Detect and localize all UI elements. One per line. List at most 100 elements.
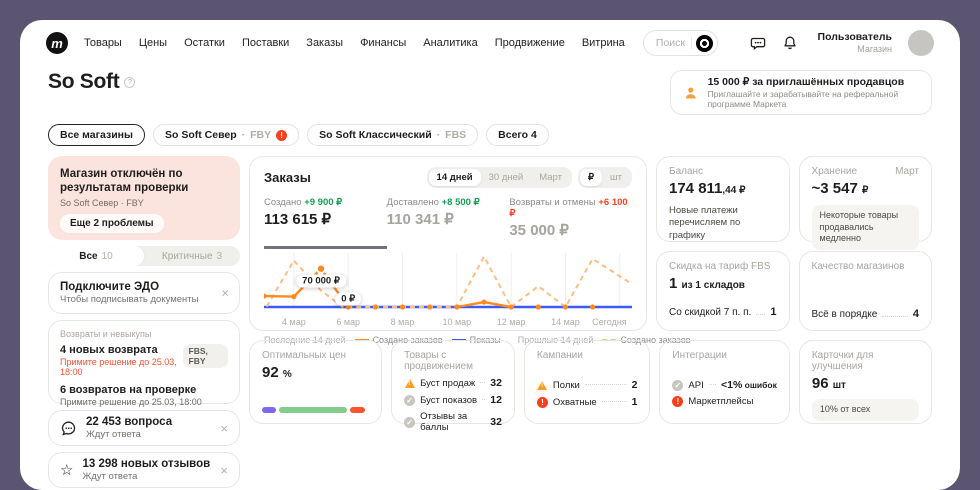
user-role: Магазин (857, 43, 892, 54)
nav-item-ostatki[interactable]: Остатки (184, 37, 225, 49)
metric-returns-delta: +6 100 ₽ (509, 197, 628, 219)
storage-title: Хранение (811, 166, 858, 177)
period-march[interactable]: Март (539, 172, 562, 183)
cards-improve-card[interactable]: Карточки для улучшения 96 шт 10% от всех (798, 340, 932, 424)
orders-chart[interactable]: 70 000 ₽ 0 ₽ 4 мар 6 мар 8 мар 10 мар 12 мар 14… (264, 251, 632, 331)
chart-x-tick: 8 мар (390, 317, 415, 327)
reach-value: 1 (631, 396, 638, 408)
search-input[interactable]: Поиск (642, 30, 718, 56)
nav-item-tseny[interactable]: Цены (138, 37, 168, 49)
progress-segment (350, 407, 366, 413)
questions-title: 22 453 вопроса (86, 416, 173, 428)
edo-subtitle: Чтобы подписывать документы (60, 294, 199, 305)
progress-segment (278, 407, 348, 413)
shop-filter-row: Все магазины So Soft Север · FBY ! So So… (20, 115, 960, 156)
returns-new-deadline: Примите решение до 25.03, 18:00 (60, 357, 177, 377)
optimal-prices-card[interactable]: Оптимальных цен 92 % (249, 340, 383, 424)
search-placeholder: Поиск (655, 37, 685, 49)
orders-title: Заказы (264, 170, 311, 185)
close-icon[interactable]: × (220, 420, 228, 436)
campaigns-card[interactable]: Кампании Полки 2 ! Охватные 1 (523, 340, 651, 424)
check-circle-icon: ✓ (404, 394, 416, 406)
period-14-days[interactable]: 14 дней (428, 169, 481, 186)
referral-banner[interactable]: 15 000 ₽ за приглашённых продавцов Пригл… (670, 70, 932, 115)
close-icon[interactable]: × (221, 285, 229, 301)
quality-title: Качество магазинов (811, 261, 905, 272)
chat-bubble-icon (61, 421, 76, 436)
nav-item-postavki[interactable]: Поставки (241, 37, 290, 49)
unit-toggle: ₽ шт (577, 167, 632, 188)
cards-improve-chip: 10% от всех (811, 399, 919, 421)
fbs-discount-card[interactable]: Скидка на тариф FBS 1 из 1 складов Со ск… (656, 251, 790, 331)
chart-value-pill: 70 000 ₽ (296, 274, 346, 288)
tab-critical-alerts[interactable]: Критичные 3 (144, 246, 240, 266)
separator-dot: · (436, 129, 441, 141)
balance-card[interactable]: Баланс 174 811,44 ₽ Новые платежи перечи… (656, 156, 790, 242)
unit-pcs[interactable]: шт (610, 172, 622, 183)
storage-currency: ₽ (861, 185, 869, 196)
nav-item-prodvizhenie[interactable]: Продвижение (494, 37, 565, 49)
questions-card[interactable]: 22 453 вопроса Ждут ответа × (48, 410, 240, 446)
chart-x-tick: 10 мар (442, 317, 472, 327)
returns-card[interactable]: Возвраты и невыкупы 4 новых возврата При… (48, 320, 240, 407)
close-icon[interactable]: × (220, 462, 228, 478)
storage-card[interactable]: Хранение Март ~3 547 ₽ Некоторые товары … (798, 156, 932, 251)
cards-improve-value: 96 (811, 375, 829, 392)
reviews-points-label: Отзывы за баллы (420, 411, 468, 433)
optimal-prices-unit: % (282, 369, 292, 380)
metric-returns-label: Возвраты и отмены (509, 197, 596, 208)
shop-tab-classic[interactable]: So Soft Классический · FBS (307, 124, 479, 146)
metric-created-delta: +9 900 ₽ (304, 197, 343, 208)
balance-title: Баланс (669, 166, 704, 177)
critical-alert-shop: So Soft Север · FBY (60, 197, 144, 208)
avatar[interactable] (908, 30, 934, 56)
metric-created[interactable]: Создано +9 900 ₽ 113 615 ₽ (264, 197, 387, 249)
edo-card[interactable]: Подключите ЭДО Чтобы подписывать докумен… (48, 272, 240, 314)
unit-rub[interactable]: ₽ (579, 169, 603, 186)
shop-tab-north[interactable]: So Soft Север · FBY ! (152, 124, 300, 146)
nav-item-zakazy[interactable]: Заказы (306, 37, 344, 49)
shop-tab-classic-label: So Soft Классический (319, 129, 432, 141)
balance-value-frac: ,44 ₽ (722, 185, 746, 196)
metric-returns[interactable]: Возвраты и отмены +6 100 ₽ 35 000 ₽ (509, 197, 632, 249)
messages-icon[interactable] (750, 33, 766, 53)
market-logo-icon[interactable]: m (46, 32, 68, 54)
shop-tab-classic-tag: FBS (445, 129, 467, 141)
metric-delivered-delta: +8 500 ₽ (441, 197, 480, 208)
balance-value: 174 811 (669, 180, 723, 197)
metric-delivered[interactable]: Доставлено +8 500 ₽ 110 341 ₽ (387, 197, 510, 249)
integrations-card[interactable]: Интеграции ✓ API <1% ошибок ! Маркетплейсы (659, 340, 790, 424)
shop-tab-total-label: Всего 4 (498, 129, 537, 141)
campaigns-title: Кампании (536, 350, 583, 361)
help-icon[interactable]: ? (124, 77, 136, 88)
boost-sales-value: 32 (490, 377, 502, 389)
alice-search-icon[interactable] (695, 34, 713, 52)
shop-tab-total[interactable]: Всего 4 (486, 124, 549, 146)
storage-value: ~3 547 (811, 180, 858, 197)
reviews-card[interactable]: ☆ 13 298 новых отзывов Ждут ответа × (48, 452, 240, 488)
fbs-discount-row-label: Со скидкой 7 п. п. (669, 307, 752, 318)
nav-item-vitrina[interactable]: Витрина (581, 37, 625, 49)
tab-all-alerts[interactable]: Все 10 (48, 246, 144, 266)
notifications-bell-icon[interactable] (782, 33, 798, 53)
boost-views-value: 12 (490, 394, 502, 406)
nav-item-tovary[interactable]: Товары (84, 37, 122, 49)
user-name: Пользователь (817, 30, 892, 43)
referral-title: 15 000 ₽ за приглашённых продавцов (707, 76, 905, 88)
nav-item-finansy[interactable]: Финансы (360, 37, 407, 49)
metric-returns-value: 35 000 ₽ (509, 222, 569, 239)
promo-products-card[interactable]: Товары с продвижением Буст продаж 32 ✓ Бус… (391, 340, 515, 433)
nav-item-analitika[interactable]: Аналитика (423, 37, 478, 49)
reach-label: Охватные (552, 396, 597, 408)
main-nav: Товары Цены Остатки Поставки Заказы Фина… (84, 37, 625, 49)
period-30-days[interactable]: 30 дней (488, 172, 524, 183)
user-block[interactable]: Пользователь Магазин (818, 31, 892, 55)
quality-card[interactable]: Качество магазинов Всё в порядке 4 (798, 251, 932, 331)
shop-tab-all[interactable]: Все магазины (48, 124, 145, 146)
orders-card: Заказы 14 дней 30 дней Март ₽ шт (249, 156, 691, 345)
fbs-discount-title: Скидка на тариф FBS (669, 261, 771, 272)
alert-badge-icon: ! (276, 129, 288, 141)
more-problems-button[interactable]: Еще 2 проблемы (60, 213, 164, 233)
critical-alert-card[interactable]: Магазин отключён по результатам проверки… (48, 156, 240, 240)
metric-delivered-label: Доставлено (386, 197, 439, 208)
